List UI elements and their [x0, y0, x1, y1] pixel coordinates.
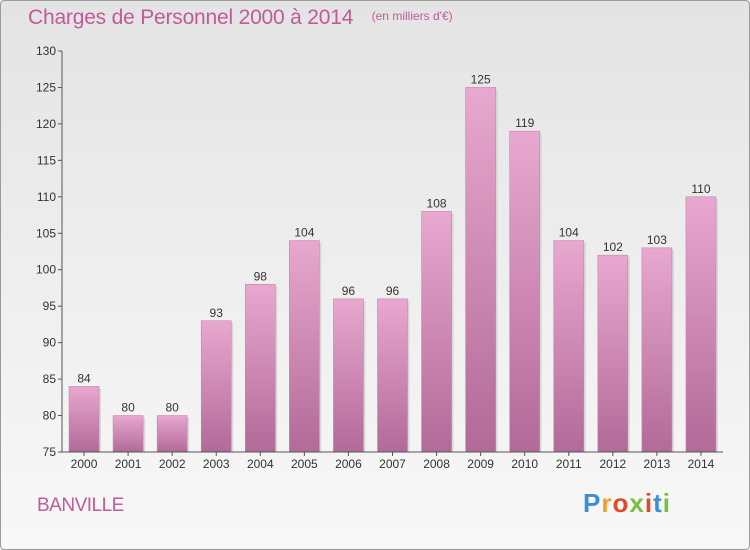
- chart-title: Charges de Personnel 2000 à 2014: [28, 6, 354, 29]
- logo-letter: o: [612, 488, 630, 518]
- y-tick-label: 105: [36, 226, 56, 240]
- x-tick-label: 2009: [467, 457, 494, 471]
- logo-letter: x: [629, 488, 645, 518]
- unit-note: (en milliers d'€): [371, 9, 453, 23]
- axis-layer: 75 80 85 90 95 100 105 110 115 120 125 130 84 2000 80 2…: [36, 44, 723, 471]
- value-label: 119: [515, 116, 534, 130]
- y-tick-label: 130: [36, 44, 56, 58]
- value-label: 96: [386, 284, 400, 298]
- value-label: 98: [254, 269, 268, 283]
- place-name: BANVILLE: [37, 495, 124, 516]
- bar: [68, 386, 100, 453]
- y-tick-label: 110: [37, 190, 56, 204]
- bar: [377, 298, 408, 453]
- x-tick-label: 2000: [71, 457, 98, 471]
- value-label: 96: [342, 284, 356, 298]
- x-tick-label: 2004: [247, 457, 274, 471]
- y-tick-label: 90: [43, 336, 57, 350]
- bar: [465, 87, 496, 453]
- value-label: 103: [647, 233, 667, 247]
- x-tick-label: 2013: [644, 457, 671, 471]
- bar: [112, 415, 144, 453]
- bar: [685, 196, 717, 453]
- x-tick-label: 2001: [115, 457, 142, 471]
- bar: [156, 415, 188, 453]
- y-tick-label: 95: [43, 299, 57, 313]
- value-label: 108: [427, 196, 447, 210]
- x-tick-label: 2011: [556, 457, 582, 471]
- x-tick-label: 2012: [599, 457, 626, 471]
- bar: [509, 130, 541, 453]
- logo-letter: P: [583, 488, 602, 518]
- logo-letter: r: [601, 488, 613, 518]
- x-tick-label: 2010: [511, 457, 538, 471]
- bar: [641, 247, 673, 453]
- bar: [553, 240, 585, 453]
- value-label: 104: [559, 226, 579, 240]
- bar: [421, 211, 452, 453]
- y-tick-label: 85: [43, 372, 57, 386]
- y-tick-label: 120: [36, 117, 56, 131]
- value-label: 80: [165, 401, 179, 415]
- bar: [333, 298, 364, 453]
- logo-letter: t: [653, 488, 663, 518]
- logo-letter: i: [644, 488, 654, 518]
- y-tick-label: 75: [43, 445, 57, 459]
- bar: [289, 240, 320, 453]
- y-tick-label: 80: [43, 409, 57, 423]
- bar: [245, 284, 276, 453]
- y-tick-label: 100: [36, 263, 56, 277]
- logo-letter: i: [662, 488, 671, 518]
- bars-layer: [68, 87, 718, 453]
- value-label: 84: [77, 371, 91, 385]
- y-tick-label: 115: [37, 153, 56, 167]
- x-tick-label: 2007: [379, 457, 406, 471]
- value-label: 110: [691, 182, 710, 196]
- value-label: 93: [210, 306, 224, 320]
- x-tick-label: 2002: [159, 457, 186, 471]
- y-tick-label: 125: [36, 80, 56, 94]
- x-tick-label: 2014: [688, 457, 715, 471]
- bar: [200, 320, 232, 453]
- title-row: Charges de Personnel 2000 à 2014 (en mil…: [28, 6, 453, 30]
- x-tick-label: 2003: [203, 457, 230, 471]
- x-tick-label: 2008: [423, 457, 450, 471]
- value-label: 125: [471, 72, 491, 86]
- value-label: 80: [121, 401, 135, 415]
- x-tick-label: 2005: [291, 457, 318, 471]
- proxiti-logo[interactable]: Proxiti: [583, 488, 671, 519]
- x-tick-label: 2006: [335, 457, 362, 471]
- bar: [597, 254, 629, 453]
- value-label: 104: [294, 226, 314, 240]
- value-label: 102: [603, 240, 623, 254]
